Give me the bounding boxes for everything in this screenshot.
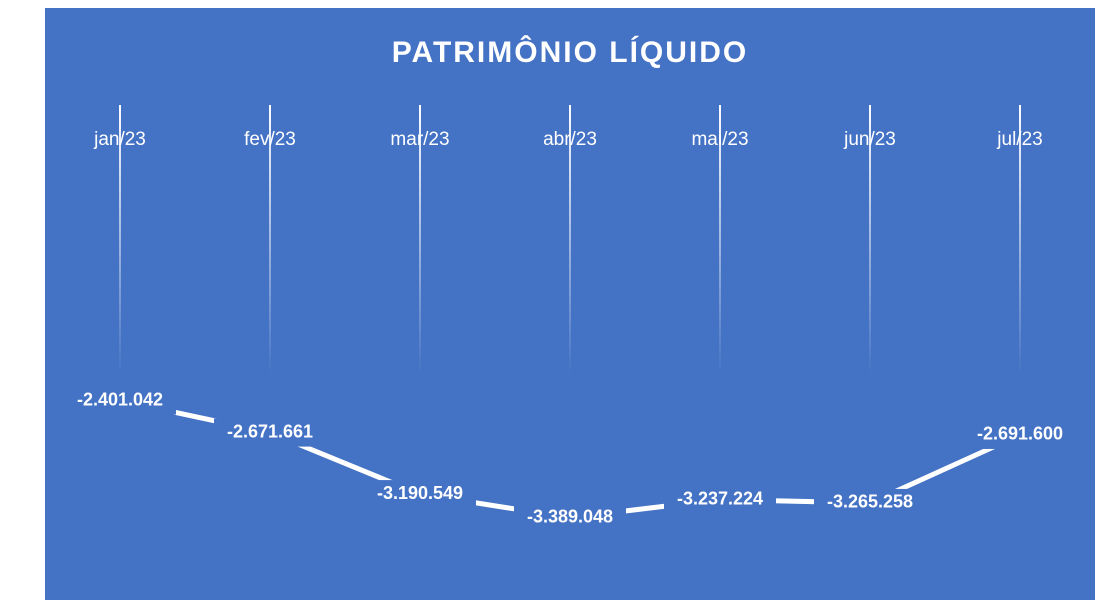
category-line [1019, 105, 1021, 375]
data-label: -3.265.258 [827, 492, 913, 512]
data-label: -3.190.549 [377, 483, 463, 503]
data-label-box [664, 485, 776, 514]
category-line [419, 105, 421, 375]
x-tick-label: abr/23 [543, 129, 597, 150]
data-label-box [214, 418, 326, 447]
chart-title: PATRIMÔNIO LÍQUIDO [392, 35, 749, 69]
x-tick-label: mai/23 [691, 129, 748, 150]
category-line [119, 105, 121, 375]
category-line [269, 105, 271, 375]
data-label: -3.237.224 [677, 488, 763, 508]
data-label-box [514, 503, 626, 532]
data-label-box [814, 488, 926, 517]
x-tick-label: jul/23 [996, 129, 1042, 150]
x-tick-label: jun/23 [843, 129, 896, 150]
data-label: -3.389.048 [527, 506, 613, 526]
category-line [719, 105, 721, 375]
data-label: -2.691.600 [977, 424, 1063, 444]
data-label-box [64, 386, 176, 415]
category-line [569, 105, 571, 375]
data-label-box [364, 480, 476, 509]
x-tick-label: mar/23 [390, 129, 449, 150]
data-label: -2.401.042 [77, 389, 163, 409]
x-tick-label: fev/23 [244, 129, 296, 150]
data-label: -2.671.661 [227, 421, 313, 441]
x-tick-label: jan/23 [93, 129, 146, 150]
data-label-box [964, 420, 1076, 449]
category-line [869, 105, 871, 375]
